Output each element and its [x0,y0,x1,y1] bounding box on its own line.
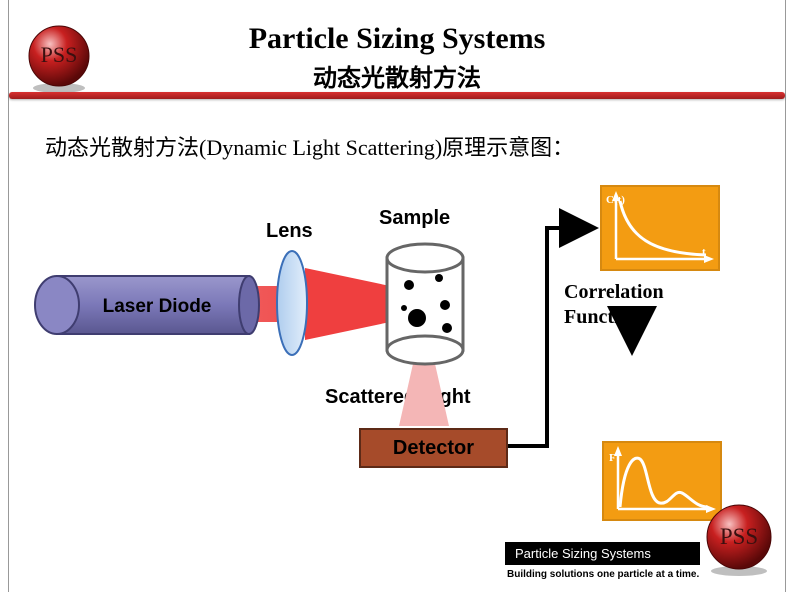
subtitle: 动态光散射方法(Dynamic Light Scattering)原理示意图： [45,130,574,162]
footer-brand: Particle Sizing Systems [505,542,700,565]
svg-text:C(t): C(t) [606,194,625,206]
red-divider [9,92,785,99]
svg-text:t: t [702,246,706,258]
connector-detector-to-chart [506,228,595,446]
pss-text-bottom: PSS [720,524,758,549]
label-detector: Detector [393,437,474,459]
lens-shape [277,251,307,355]
sample-shape [387,244,463,364]
slide: PSS Particle Sizing Systems 动态光散射方法 动态光散… [8,0,786,592]
title-zh: 动态光散射方法 [9,58,785,93]
diagram: Lens Sample Scattered Light Correlation … [9,180,785,480]
detector-box: Detector [359,428,508,468]
chart-correlation: C(t) t [600,185,720,271]
svg-text:F: F [609,452,616,464]
pss-text-top: PSS [41,42,78,67]
label-laser: Laser Diode [103,296,212,317]
header: Particle Sizing Systems 动态光散射方法 [9,0,785,93]
pss-logo-bottom: PSS [701,501,777,582]
title-en: Particle Sizing Systems [9,22,785,56]
pss-logo-top: PSS [23,22,95,99]
